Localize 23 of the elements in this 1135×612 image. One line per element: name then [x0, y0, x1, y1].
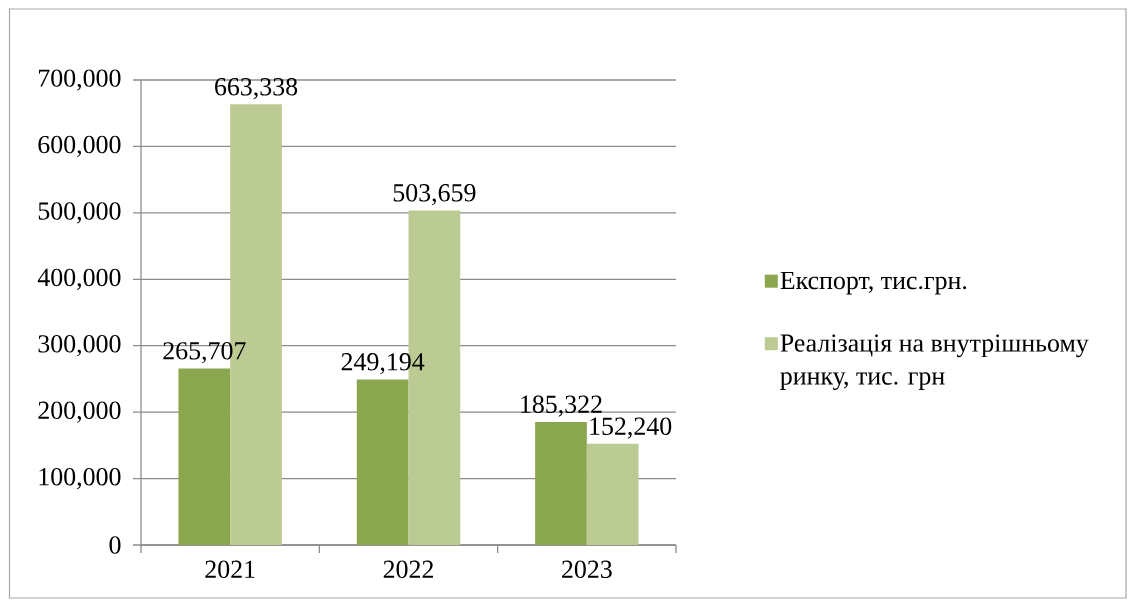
data-label: 249,194	[341, 353, 425, 375]
y-tick-label: 600,000	[38, 135, 121, 158]
data-label: 503,659	[393, 184, 476, 206]
legend-label: Реалізація на внутрішньому ринку, тис. грн	[780, 334, 1089, 391]
bar	[178, 368, 231, 545]
data-label: 265,707	[163, 342, 246, 364]
y-tick-label: 700,000	[39, 69, 121, 91]
y-tick-label: 400,000	[37, 268, 121, 290]
data-label: 185,322	[521, 395, 602, 417]
y-tick-label: 500,000	[38, 202, 121, 224]
x-tick-label: 2021	[205, 560, 255, 578]
data-label: 663,338	[215, 77, 298, 100]
data-label: 152,240	[590, 417, 672, 439]
y-tick-label: 0	[109, 536, 121, 554]
bar	[586, 443, 639, 545]
bar	[356, 379, 409, 545]
x-tick-label: 2023	[562, 560, 612, 578]
y-tick-label: 200,000	[38, 401, 121, 423]
x-tick-label: 2022	[383, 560, 433, 578]
y-tick-label: 100,000	[39, 467, 121, 490]
legend-label: Експорт, тис.грн.	[780, 271, 967, 295]
bar	[535, 421, 587, 545]
y-tick-label: 300,000	[38, 335, 121, 357]
